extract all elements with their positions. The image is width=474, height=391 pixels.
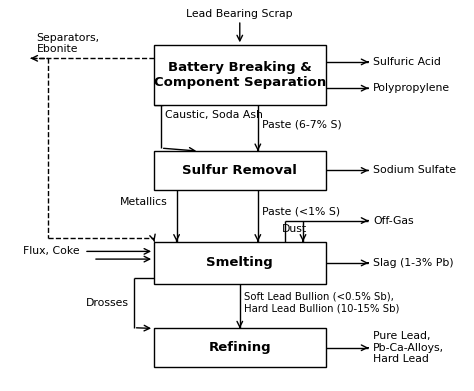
Text: Battery Breaking &
Component Separation: Battery Breaking & Component Separation [154,61,326,89]
Text: Slag (1-3% Pb): Slag (1-3% Pb) [373,258,454,268]
Text: Pure Lead,
Pb-Ca-Alloys,
Hard Lead: Pure Lead, Pb-Ca-Alloys, Hard Lead [373,331,444,364]
Text: Smelting: Smelting [206,256,273,269]
Text: Metallics: Metallics [120,197,167,208]
Text: Separators,
Ebonite: Separators, Ebonite [36,33,100,54]
Text: Sulfur Removal: Sulfur Removal [182,164,297,177]
Bar [154,242,326,284]
Text: Dust: Dust [282,224,307,235]
Text: Sodium Sulfate: Sodium Sulfate [373,165,456,176]
Text: Drosses: Drosses [86,298,129,308]
Bar [154,328,326,367]
Text: Lead Bearing Scrap: Lead Bearing Scrap [186,9,293,18]
Bar [154,45,326,105]
Text: Soft Lead Bullion (<0.5% Sb),
Hard Lead Bullion (10-15% Sb): Soft Lead Bullion (<0.5% Sb), Hard Lead … [244,292,400,313]
Text: Caustic, Soda Ash: Caustic, Soda Ash [165,110,263,120]
Text: Sulfuric Acid: Sulfuric Acid [373,57,441,67]
Text: Flux, Coke: Flux, Coke [23,246,80,256]
Text: Off-Gas: Off-Gas [373,215,414,226]
Bar [154,151,326,190]
Text: Paste (<1% S): Paste (<1% S) [262,207,340,217]
Text: Refining: Refining [209,341,271,354]
Text: Polypropylene: Polypropylene [373,83,450,93]
Text: Paste (6-7% S): Paste (6-7% S) [262,119,342,129]
